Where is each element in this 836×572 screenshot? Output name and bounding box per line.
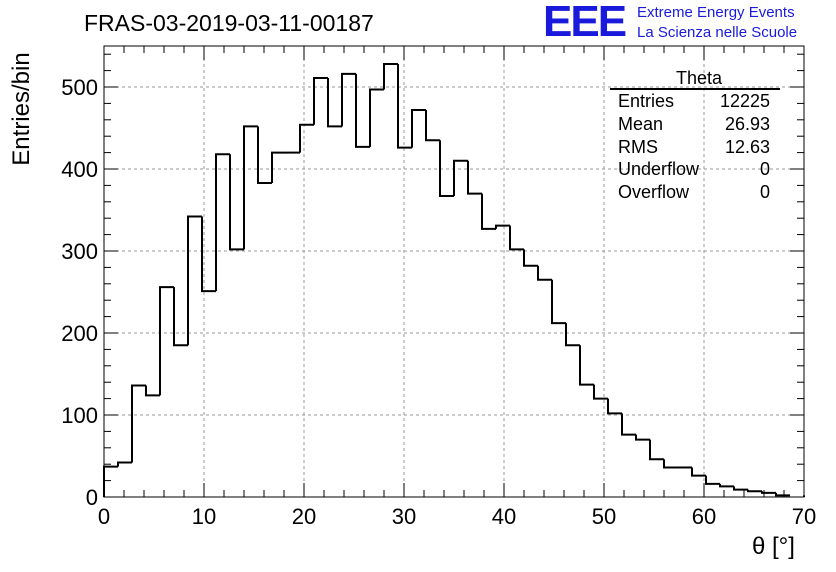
stats-row-rms: RMS 12.63 <box>610 136 780 159</box>
histogram-bin <box>579 345 594 386</box>
stats-value: 0 <box>759 159 770 180</box>
histogram-bin <box>761 491 776 494</box>
stats-label: Overflow <box>618 182 690 203</box>
stats-row-underflow: Underflow 0 <box>610 158 780 181</box>
histogram-bin <box>383 63 398 90</box>
stats-label: RMS <box>618 136 658 157</box>
histogram-bin <box>299 123 314 153</box>
histogram-bin <box>327 77 342 128</box>
y-axis-label: Entries/bin <box>8 52 35 166</box>
histogram-bin <box>537 265 552 281</box>
histogram-bin <box>775 492 790 497</box>
histogram-bin <box>215 153 230 292</box>
histogram-bin <box>649 439 664 461</box>
chart-title: FRAS-03-2019-03-11-00187 <box>84 10 374 36</box>
y-tick-label: 500 <box>61 75 98 100</box>
histogram-bin <box>201 216 216 293</box>
y-tick-label: 0 <box>86 485 98 510</box>
histogram-bin <box>593 384 608 400</box>
stats-value: 0 <box>759 182 770 203</box>
grid-lines <box>104 46 804 497</box>
y-tick-label: 400 <box>61 157 98 182</box>
histogram-bin <box>467 160 482 195</box>
histogram-bin <box>117 461 132 467</box>
histogram-bin <box>173 287 188 347</box>
x-tick-label: 50 <box>592 504 616 529</box>
x-tick-label: 30 <box>392 504 416 529</box>
x-tick-label: 40 <box>492 504 516 529</box>
x-tick-label: 10 <box>192 504 216 529</box>
eee-logo: EEE <box>543 0 627 46</box>
histogram-bin <box>397 64 412 149</box>
histogram-bin <box>355 73 370 148</box>
histogram-bin <box>733 486 748 491</box>
x-tick-label: 20 <box>292 504 316 529</box>
stats-row-overflow: Overflow 0 <box>610 181 780 204</box>
stats-label: Mean <box>618 113 664 134</box>
stats-value: 12225 <box>719 91 770 111</box>
logo-line-2: La Scienza nelle Scuole <box>637 24 798 41</box>
y-tick-label: 300 <box>61 239 98 264</box>
histogram-bin <box>243 125 258 250</box>
logo-caption: Extreme Energy Events La Scienza nelle S… <box>637 3 797 43</box>
stats-label: Entries <box>618 91 675 111</box>
x-axis-label: θ [°] <box>752 533 795 560</box>
histogram-bin <box>635 434 650 441</box>
histogram-bin <box>551 279 566 325</box>
histogram-bin <box>425 109 440 142</box>
axis-ticks <box>103 46 805 498</box>
histogram-bin <box>495 224 510 229</box>
histogram-bin <box>131 384 146 463</box>
histogram-bin <box>621 413 636 436</box>
histogram-bin <box>229 154 244 251</box>
histogram-bin <box>159 286 174 396</box>
stats-value: 12.63 <box>724 136 770 157</box>
histogram-bin <box>509 225 524 251</box>
histogram-bin <box>439 140 454 198</box>
x-tick-label: 70 <box>792 504 816 529</box>
x-tick-label: 0 <box>98 504 110 529</box>
histogram-bin <box>523 249 538 267</box>
x-tick-label: 60 <box>692 504 716 529</box>
histogram-bin <box>103 465 118 497</box>
histogram-bin <box>663 459 678 469</box>
stats-box: Theta Entries 12225 Mean 26.93 RMS 12.63… <box>610 68 780 204</box>
plot-frame <box>103 45 805 498</box>
histogram-bin <box>257 126 272 184</box>
histogram-bin <box>691 467 706 477</box>
stats-title: Theta <box>610 68 780 90</box>
histogram-bin <box>747 489 762 493</box>
histogram-bin <box>481 193 496 230</box>
histogram-bin <box>719 483 734 488</box>
histogram-bin <box>187 215 202 346</box>
histogram-bin <box>607 398 622 415</box>
logo-line-1: Extreme Energy Events <box>637 4 795 21</box>
histogram-bin <box>271 151 286 183</box>
y-tick-label: 100 <box>61 403 98 428</box>
histogram-bin <box>565 323 580 347</box>
stats-label: Underflow <box>618 159 700 180</box>
tick-labels: 0 10 20 30 40 50 60 70 0 100 200 300 400 500 <box>61 75 816 529</box>
y-tick-label: 200 <box>61 321 98 346</box>
histogram-bin <box>705 475 720 485</box>
stats-value: 26.93 <box>724 113 770 134</box>
histogram-bin <box>453 159 468 197</box>
stats-row-entries: Entries 12225 <box>610 90 780 113</box>
histogram-bin <box>411 108 426 148</box>
histogram-bin <box>341 72 356 127</box>
histogram-bin <box>145 385 160 397</box>
histogram-bin <box>369 88 384 147</box>
histogram-bin <box>313 76 328 125</box>
stats-row-mean: Mean 26.93 <box>610 113 780 136</box>
